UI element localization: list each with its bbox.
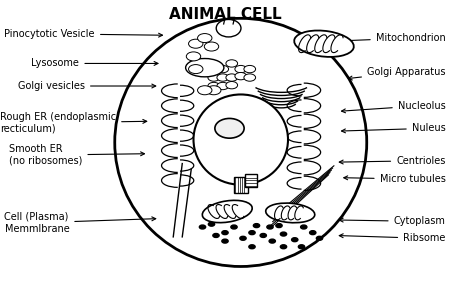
Circle shape bbox=[213, 233, 219, 237]
Ellipse shape bbox=[266, 203, 315, 223]
Ellipse shape bbox=[115, 18, 367, 266]
Text: Centrioles: Centrioles bbox=[339, 156, 446, 166]
Text: Rough ER (endoplasmic
recticulum): Rough ER (endoplasmic recticulum) bbox=[0, 112, 147, 133]
Text: Golgi vesicles: Golgi vesicles bbox=[18, 81, 156, 91]
Circle shape bbox=[204, 42, 219, 51]
Text: Cell (Plasma)
Memmlbrane: Cell (Plasma) Memmlbrane bbox=[4, 212, 156, 233]
Circle shape bbox=[208, 222, 215, 226]
Ellipse shape bbox=[185, 59, 224, 77]
Circle shape bbox=[280, 232, 287, 236]
Circle shape bbox=[244, 65, 256, 73]
Circle shape bbox=[235, 72, 247, 80]
Bar bbox=[246, 174, 257, 187]
Ellipse shape bbox=[216, 19, 241, 37]
Circle shape bbox=[249, 231, 255, 235]
Circle shape bbox=[226, 60, 238, 67]
Circle shape bbox=[186, 52, 201, 61]
Text: Cytoplasm: Cytoplasm bbox=[339, 216, 446, 226]
Circle shape bbox=[316, 236, 323, 240]
Circle shape bbox=[217, 82, 229, 90]
Circle shape bbox=[310, 231, 316, 235]
Circle shape bbox=[231, 225, 237, 229]
Circle shape bbox=[222, 239, 228, 243]
Circle shape bbox=[235, 65, 247, 73]
Circle shape bbox=[244, 74, 256, 81]
Circle shape bbox=[249, 245, 255, 249]
Circle shape bbox=[198, 34, 212, 43]
Circle shape bbox=[217, 65, 229, 73]
Text: Pinocytotic Vesicle: Pinocytotic Vesicle bbox=[4, 29, 162, 39]
Circle shape bbox=[280, 245, 287, 249]
Text: Mitochondrion: Mitochondrion bbox=[344, 33, 446, 43]
Text: Lysosome: Lysosome bbox=[32, 58, 158, 69]
Circle shape bbox=[189, 65, 203, 74]
Circle shape bbox=[226, 74, 238, 81]
Circle shape bbox=[208, 74, 220, 81]
Circle shape bbox=[198, 86, 212, 95]
Circle shape bbox=[226, 81, 238, 89]
Circle shape bbox=[260, 233, 266, 237]
Circle shape bbox=[292, 238, 298, 242]
Circle shape bbox=[301, 225, 307, 229]
Circle shape bbox=[276, 224, 282, 228]
Bar bbox=[234, 177, 248, 193]
Circle shape bbox=[199, 225, 206, 229]
Ellipse shape bbox=[202, 200, 252, 223]
Circle shape bbox=[253, 224, 260, 228]
Circle shape bbox=[207, 86, 221, 95]
Text: ANIMAL CELL: ANIMAL CELL bbox=[169, 7, 281, 22]
Ellipse shape bbox=[215, 118, 244, 138]
Circle shape bbox=[298, 245, 305, 249]
Text: Micro tubules: Micro tubules bbox=[344, 174, 446, 184]
Circle shape bbox=[208, 82, 220, 90]
Circle shape bbox=[222, 231, 228, 235]
Ellipse shape bbox=[194, 94, 288, 185]
Text: Nucleolus: Nucleolus bbox=[342, 101, 446, 113]
Ellipse shape bbox=[294, 30, 354, 57]
Circle shape bbox=[269, 239, 275, 243]
Circle shape bbox=[267, 225, 273, 229]
Text: Golgi Apparatus: Golgi Apparatus bbox=[348, 67, 446, 80]
Circle shape bbox=[217, 74, 229, 81]
Text: Smooth ER
(no ribosomes): Smooth ER (no ribosomes) bbox=[9, 144, 144, 166]
Circle shape bbox=[240, 236, 246, 240]
Circle shape bbox=[189, 39, 203, 48]
Text: Ribsome: Ribsome bbox=[339, 233, 446, 243]
Text: Nuleus: Nuleus bbox=[342, 123, 446, 133]
